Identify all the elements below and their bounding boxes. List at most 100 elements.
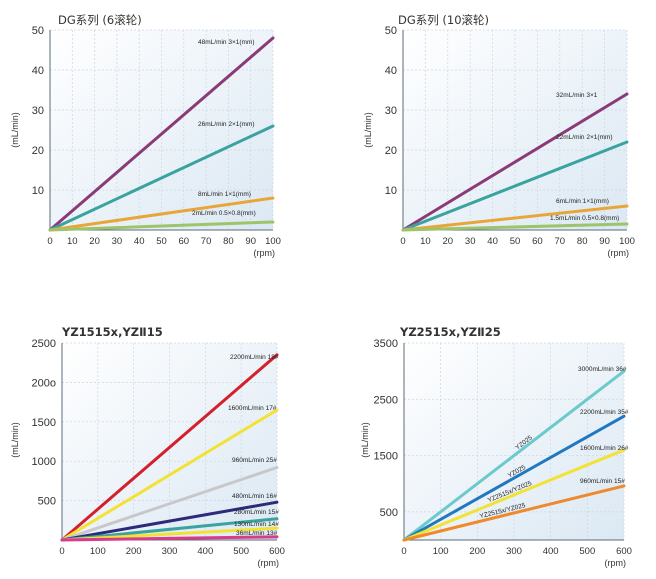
x-tick-label: 600 (616, 546, 632, 557)
y-tick-label: 1500 (32, 417, 56, 429)
x-tick-label: 100 (619, 236, 635, 247)
y-tick-label: 2500 (374, 394, 398, 406)
y-axis-label: (mL/min) (360, 422, 370, 458)
y-tick-label: 30 (32, 105, 44, 117)
x-axis-label: (rpm) (608, 248, 630, 258)
data-label: 6mL/min 1×1(mm) (556, 198, 609, 205)
series-line (402, 369, 626, 542)
y-tick-label: 50 (32, 25, 44, 37)
y-axis-label: (mL/min) (10, 112, 20, 148)
x-tick-label: 60 (532, 236, 543, 247)
data-label: 32mL/min 3×1 (556, 92, 598, 99)
y-tick-label: 500 (38, 496, 56, 508)
y-axis-label: (mL/min) (363, 112, 373, 148)
x-tick-label: 400 (197, 546, 213, 557)
x-tick-label: 50 (510, 236, 521, 247)
x-tick-label: 0 (47, 236, 52, 247)
x-tick-label: 30 (465, 236, 476, 247)
data-label: 280mL/min 15# (234, 509, 279, 516)
y-tick-label: 1000 (32, 456, 56, 468)
series-line (402, 484, 626, 542)
x-tick-label: 60 (179, 236, 190, 247)
x-axis-label: (rpm) (254, 248, 276, 258)
series-line (401, 140, 629, 232)
series-line (60, 517, 279, 542)
x-tick-label: 500 (233, 546, 249, 557)
x-tick-label: 200 (126, 546, 142, 557)
x-tick-label: 100 (90, 546, 106, 557)
series-line (402, 414, 626, 542)
chart-title-dg6: DG系列 (6滚轮) (58, 13, 142, 27)
y-tick-label: 50 (385, 25, 397, 37)
x-axis-label: (rpm) (605, 558, 627, 568)
series-line (48, 196, 275, 232)
series-line (60, 535, 279, 542)
series-line (48, 220, 275, 232)
y-tick-label: 20 (32, 145, 44, 157)
x-tick-label: 300 (506, 546, 522, 557)
data-label: 3000mL/min 36# (578, 366, 627, 373)
x-tick-label: 80 (223, 236, 234, 247)
series-line (60, 408, 279, 542)
series-line (401, 204, 629, 232)
chart-group-1: 0 10 20 30 40 50 60 70 80 90 100 10 20 30 40 50 (rpm) (mL… (363, 25, 635, 258)
data-label: 1600mL/min 26# (580, 445, 629, 452)
data-label: 1.5mL/min 0.5×0.8(mm) (550, 215, 619, 222)
x-tick-label: 300 (162, 546, 178, 557)
chart-group-2: 0 100 200 300 400 500 600 500 1000 1500 200o 2500 (r… (10, 338, 285, 568)
x-tick-label: 70 (555, 236, 566, 247)
y-tick-label: 20 (385, 145, 397, 157)
x-tick-label: 100 (265, 236, 281, 247)
data-label: 2200mL/min 35# (580, 409, 629, 416)
x-tick-label: 100 (433, 546, 449, 557)
data-label: 48mL/min 3×1(mm) (198, 39, 255, 46)
data-label: 8mL/min 1×1(mm) (198, 191, 251, 198)
x-tick-label: 20 (89, 236, 100, 247)
y-tick-label: 30 (385, 105, 397, 117)
chart-group-3: 0 100 200 300 400 500 600 500 1500 2500 3500 (rpm) (… (360, 338, 632, 568)
series-line (401, 92, 629, 232)
y-tick-label: 10 (385, 185, 397, 197)
y-tick-label: 40 (385, 65, 397, 77)
x-tick-label: 80 (577, 236, 588, 247)
data-label: 36mL/min 13# (236, 530, 278, 537)
x-tick-label: 600 (269, 546, 285, 557)
data-label: 2mL/min 0.5×0.8(mm) (192, 210, 256, 217)
y-tick-label: 40 (32, 65, 44, 77)
chart-title-yz25: YZ2515x,YZⅡ25 (400, 325, 501, 339)
x-axis-label: (rpm) (258, 558, 280, 568)
x-tick-label: 500 (579, 546, 595, 557)
chart-title-dg10: DG系列 (10滚轮) (398, 13, 490, 27)
y-tick-label: 3500 (374, 338, 398, 350)
y-tick-label: 200o (32, 377, 56, 389)
chart-title-yz15: YZ1515x,YZⅡ15 (62, 325, 163, 339)
data-label: 960mL/min 15# (580, 478, 625, 485)
series-line (60, 500, 279, 542)
data-label: 1600mL/min 17# (228, 405, 277, 412)
data-label: 960mL/min 25# (232, 457, 277, 464)
series-line (60, 466, 279, 542)
x-tick-label: 40 (487, 236, 498, 247)
x-tick-label: 30 (112, 236, 123, 247)
data-label: 26mL/min 2×1(mm) (198, 121, 255, 128)
x-tick-label: 400 (543, 546, 559, 557)
chart-group-0: 0 10 20 30 40 50 60 70 80 90 100 10 20 30 40 50 (rpm) (mL… (10, 25, 281, 258)
y-axis-label: (mL/min) (10, 422, 20, 458)
x-tick-label: 50 (156, 236, 167, 247)
series-line (401, 222, 629, 232)
x-tick-label: 90 (599, 236, 610, 247)
y-tick-label: 10 (32, 185, 44, 197)
data-label: 130mL/min 14# (234, 521, 279, 528)
x-tick-label: 0 (59, 546, 64, 557)
x-tick-label: 10 (67, 236, 78, 247)
data-label: 2200mL/min 18# (230, 354, 279, 361)
x-tick-label: 0 (401, 546, 406, 557)
y-tick-label: 1500 (374, 451, 398, 463)
x-tick-label: 40 (134, 236, 145, 247)
series-line (60, 353, 279, 542)
series-line (402, 448, 626, 542)
x-tick-label: 20 (443, 236, 454, 247)
series-line (48, 36, 275, 232)
data-label: 480mL/min 16# (232, 493, 277, 500)
